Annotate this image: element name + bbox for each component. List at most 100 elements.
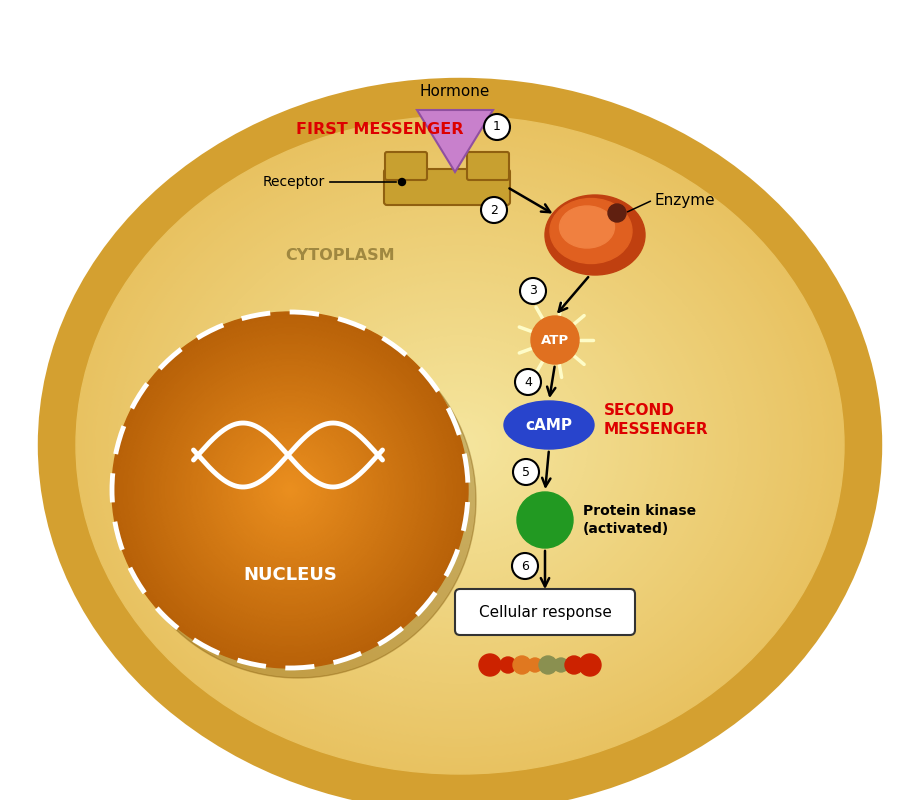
Ellipse shape [303, 310, 616, 579]
Ellipse shape [194, 218, 725, 673]
Ellipse shape [325, 330, 594, 560]
Ellipse shape [236, 253, 683, 637]
Circle shape [243, 443, 336, 537]
Ellipse shape [450, 437, 469, 454]
Circle shape [512, 553, 538, 579]
Ellipse shape [421, 412, 498, 478]
Circle shape [281, 481, 299, 499]
Ellipse shape [427, 418, 492, 473]
Ellipse shape [83, 122, 836, 769]
Ellipse shape [440, 429, 479, 462]
Ellipse shape [434, 423, 485, 467]
Ellipse shape [280, 291, 639, 598]
Ellipse shape [267, 281, 652, 610]
Ellipse shape [405, 398, 514, 492]
Ellipse shape [360, 360, 559, 530]
Ellipse shape [414, 406, 505, 483]
Circle shape [178, 378, 401, 602]
Ellipse shape [230, 248, 689, 642]
Circle shape [564, 656, 583, 674]
Ellipse shape [111, 146, 808, 744]
Ellipse shape [351, 352, 568, 538]
Circle shape [125, 326, 454, 654]
Ellipse shape [364, 362, 555, 527]
Ellipse shape [92, 130, 827, 760]
Ellipse shape [338, 341, 581, 549]
Circle shape [232, 432, 347, 548]
Ellipse shape [146, 176, 773, 714]
Circle shape [156, 357, 423, 623]
Circle shape [119, 322, 475, 678]
Ellipse shape [312, 319, 607, 571]
Circle shape [203, 403, 377, 577]
Circle shape [200, 401, 379, 579]
Circle shape [159, 358, 421, 622]
Circle shape [263, 463, 316, 517]
Circle shape [278, 479, 301, 501]
Ellipse shape [278, 289, 641, 602]
Text: Receptor: Receptor [263, 175, 324, 189]
Ellipse shape [210, 231, 709, 659]
Ellipse shape [412, 404, 507, 486]
FancyBboxPatch shape [467, 152, 508, 180]
Circle shape [236, 437, 343, 543]
Circle shape [234, 434, 346, 546]
Circle shape [199, 398, 380, 582]
Ellipse shape [322, 327, 597, 563]
Ellipse shape [172, 198, 747, 692]
Text: 5: 5 [521, 466, 529, 478]
Circle shape [255, 454, 325, 526]
Circle shape [483, 114, 509, 140]
Ellipse shape [284, 294, 635, 596]
Ellipse shape [108, 143, 811, 746]
Circle shape [154, 354, 425, 626]
Text: 1: 1 [493, 121, 500, 134]
Ellipse shape [163, 190, 756, 700]
Circle shape [516, 492, 573, 548]
Ellipse shape [98, 135, 821, 755]
Ellipse shape [290, 300, 629, 590]
Ellipse shape [418, 410, 501, 481]
Ellipse shape [347, 349, 572, 541]
Circle shape [247, 448, 332, 532]
Circle shape [607, 204, 625, 222]
Circle shape [216, 417, 363, 563]
Circle shape [165, 366, 414, 614]
Ellipse shape [386, 382, 533, 508]
Circle shape [398, 178, 405, 186]
Ellipse shape [120, 154, 799, 736]
Ellipse shape [213, 234, 706, 656]
Ellipse shape [402, 396, 517, 494]
Ellipse shape [114, 149, 805, 741]
Ellipse shape [293, 302, 626, 587]
Circle shape [288, 488, 292, 492]
Ellipse shape [118, 152, 801, 738]
Ellipse shape [255, 270, 664, 621]
Ellipse shape [178, 204, 741, 686]
Circle shape [528, 658, 541, 672]
Ellipse shape [181, 206, 738, 683]
Ellipse shape [315, 322, 604, 568]
Text: Protein kinase
(activated): Protein kinase (activated) [583, 504, 696, 536]
Circle shape [132, 332, 448, 648]
Ellipse shape [127, 160, 792, 730]
Ellipse shape [217, 237, 702, 654]
Circle shape [192, 392, 388, 588]
Ellipse shape [373, 371, 546, 519]
Circle shape [210, 410, 369, 570]
Circle shape [272, 472, 308, 508]
FancyBboxPatch shape [455, 589, 634, 635]
FancyBboxPatch shape [383, 169, 509, 205]
Circle shape [150, 350, 430, 630]
Ellipse shape [504, 401, 594, 449]
Circle shape [176, 377, 403, 603]
Ellipse shape [297, 305, 622, 585]
Circle shape [187, 388, 391, 592]
Circle shape [221, 421, 358, 559]
Ellipse shape [191, 214, 728, 675]
Circle shape [167, 368, 412, 612]
Ellipse shape [185, 210, 734, 681]
Circle shape [515, 369, 540, 395]
Ellipse shape [332, 335, 587, 554]
Text: CYTOPLASM: CYTOPLASM [285, 247, 394, 262]
